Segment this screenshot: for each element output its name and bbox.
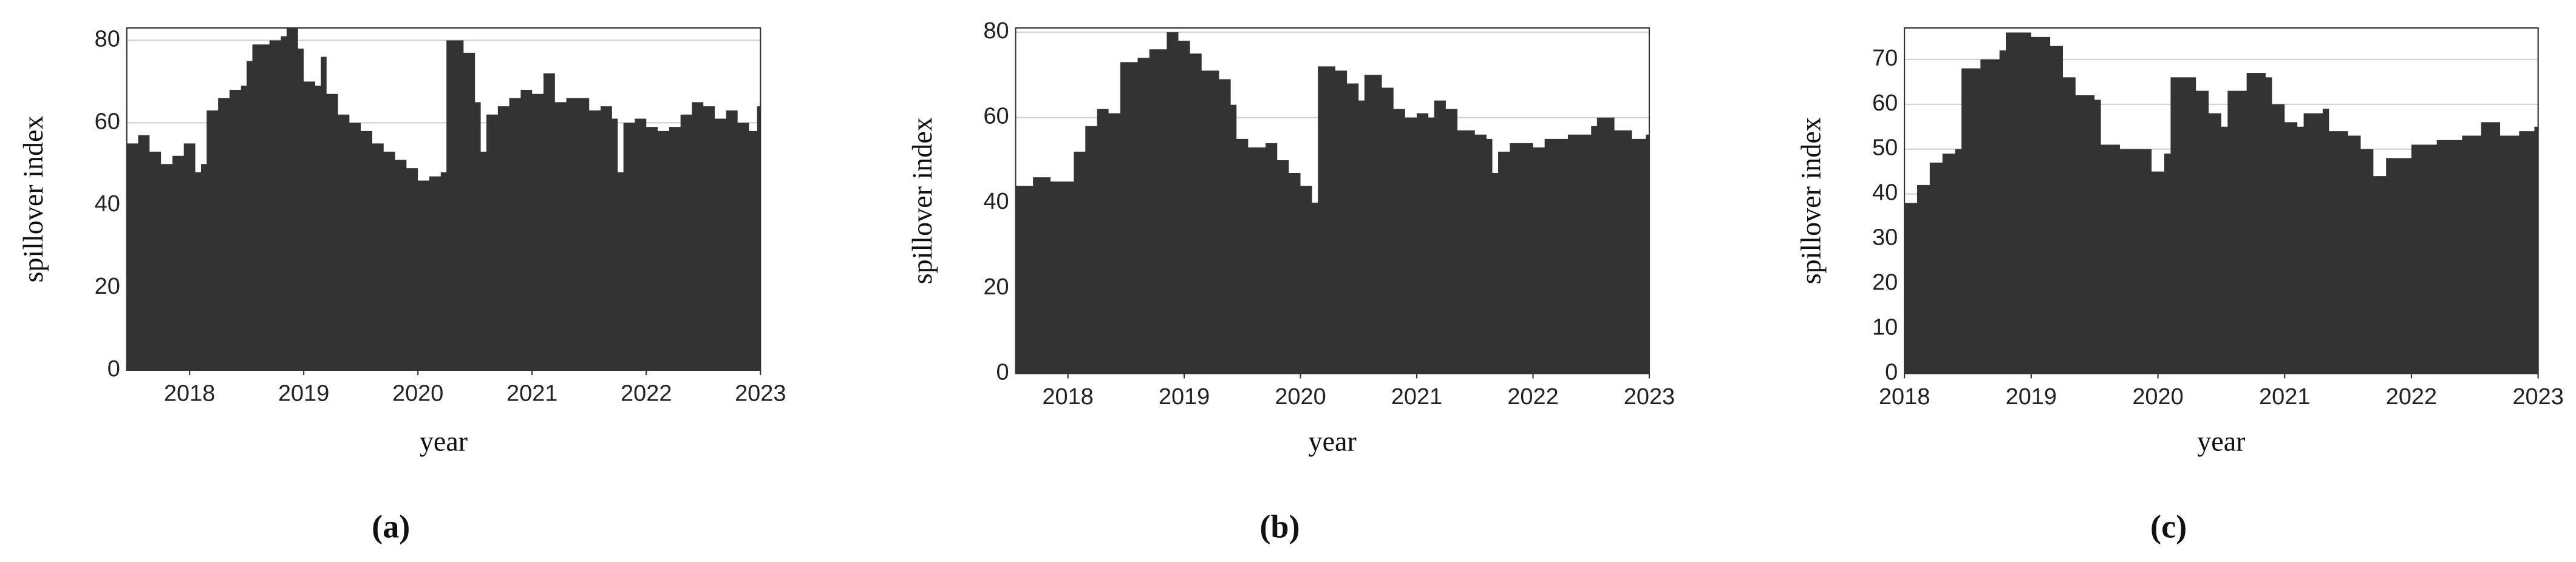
y-tick-label: 20: [983, 274, 1009, 300]
plot-frame: [1015, 27, 1651, 374]
y-tick-label: 0: [107, 356, 120, 382]
y-tick-label: 40: [95, 191, 120, 217]
y-tick-label: 70: [1872, 46, 1898, 71]
y-tick-label: 50: [1872, 135, 1898, 161]
y-tick-label: 20: [95, 274, 120, 299]
x-axis-label: year: [2197, 425, 2245, 456]
y-tick-label: 60: [983, 104, 1009, 129]
x-tick-label: 2020: [1275, 384, 1326, 410]
area: [1015, 32, 1649, 374]
plot-frame: [1904, 27, 2539, 374]
y-tick-label: 40: [1872, 180, 1898, 206]
x-tick-label: 2018: [1879, 384, 1930, 410]
y-tick-label: 80: [95, 27, 120, 52]
x-tick-label: 2019: [2006, 384, 2057, 410]
x-tick-label: 2019: [278, 381, 329, 407]
y-axis-label: spillover index: [18, 115, 49, 282]
x-tick-label: 2022: [2386, 384, 2437, 410]
x-tick-label: 2021: [1391, 384, 1442, 410]
y-tick-label: 60: [1872, 90, 1898, 116]
y-tick-label: 40: [983, 189, 1009, 214]
x-axis-label: year: [420, 425, 468, 456]
x-tick-label: 2019: [1159, 384, 1210, 410]
y-axis-label: spillover index: [907, 117, 938, 284]
y-tick-label: 0: [1885, 359, 1898, 385]
x-tick-label: 2023: [735, 381, 786, 407]
x-tick-label: 2023: [1624, 384, 1675, 410]
y-tick-label: 30: [1872, 225, 1898, 251]
area: [1904, 32, 2538, 374]
y-tick-label: 20: [1872, 270, 1898, 296]
y-tick-label: 80: [983, 18, 1009, 44]
x-tick-label: 2020: [2132, 384, 2183, 410]
x-tick-label: 2020: [392, 381, 443, 407]
x-tick-label: 2022: [621, 381, 672, 407]
y-tick-label: 10: [1872, 314, 1898, 340]
caption: (b): [1259, 508, 1300, 544]
x-tick-label: 2021: [2259, 384, 2310, 410]
x-tick-label: 2023: [2512, 384, 2563, 410]
x-axis-label: year: [1309, 425, 1357, 456]
y-tick-label: 60: [95, 109, 120, 134]
y-axis-label: spillover index: [1796, 117, 1827, 284]
x-tick-label: 2018: [164, 381, 215, 407]
x-tick-label: 2021: [506, 381, 557, 407]
caption: (a): [372, 508, 410, 544]
x-tick-label: 2022: [1507, 384, 1558, 410]
caption: (c): [2150, 508, 2187, 544]
y-tick-label: 0: [996, 359, 1009, 385]
x-tick-label: 2018: [1042, 384, 1093, 410]
plot-frame: [126, 27, 762, 371]
area: [126, 28, 761, 370]
